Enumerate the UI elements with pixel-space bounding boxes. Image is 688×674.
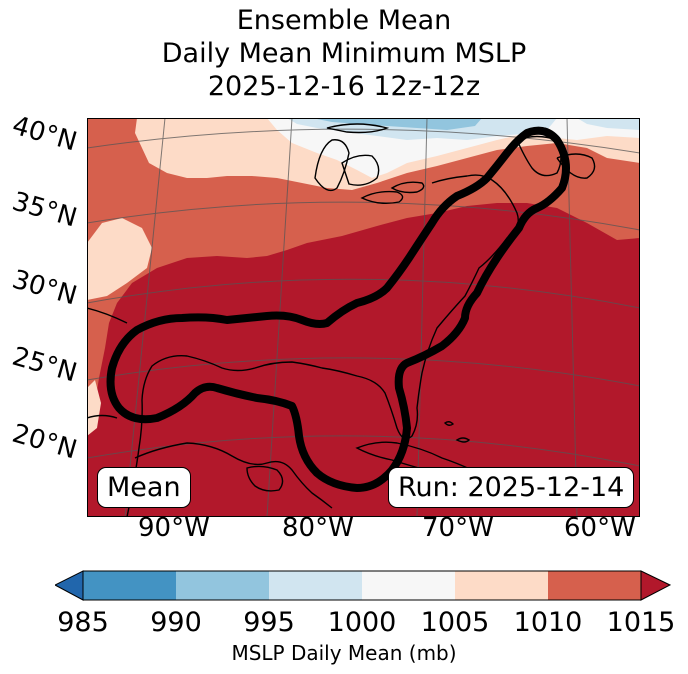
- lon-label-80w: 80°W: [282, 513, 354, 543]
- graticule: [87, 118, 640, 517]
- colorbar-tick-1000: 1000: [327, 607, 397, 638]
- field-1010-1015: [87, 118, 640, 423]
- field-995-1000-east: [577, 118, 640, 130]
- colorbar-tick-1010: 1010: [513, 607, 583, 638]
- title-line-1: Ensemble Mean: [236, 5, 452, 36]
- colorbar-tick-995: 995: [243, 607, 295, 638]
- colorbar-bin-990-995: [176, 571, 269, 600]
- run-label: Run: 2025-12-14: [388, 467, 635, 508]
- lat-label-20n: 20°N: [8, 418, 81, 466]
- colorbar-bin-985-990: [83, 571, 176, 600]
- lon-label-60w: 60°W: [564, 513, 636, 543]
- field-1005-1010-west: [87, 218, 152, 300]
- lon-label-90w: 90°W: [138, 513, 210, 543]
- colorbar-tick-990: 990: [150, 607, 202, 638]
- lat-label-40n: 40°N: [8, 110, 81, 158]
- lat-label-35n: 35°N: [8, 186, 81, 234]
- colorbar-bin-1000-1005: [362, 571, 455, 600]
- colorbar-extend-high: [640, 570, 671, 601]
- colorbar-title: MSLP Daily Mean (mb): [231, 641, 457, 665]
- field-1005-1010-southwest: [87, 380, 101, 436]
- lat-label-30n: 30°N: [8, 264, 81, 312]
- colorbar-bin-1005-1010: [455, 571, 548, 600]
- colorbar-tick-1005: 1005: [420, 607, 490, 638]
- title-line-2: Daily Mean Minimum MSLP: [161, 38, 527, 69]
- colorbar-bin-1010-1015: [548, 571, 641, 600]
- mslp-contour-outline: [106, 126, 570, 492]
- mslp-map: [87, 118, 640, 517]
- colorbar-tick-985: 985: [57, 607, 109, 638]
- colorbar: [55, 570, 671, 601]
- title-line-3: 2025-12-16 12z-12z: [207, 71, 481, 102]
- colorbar-tick-1015: 1015: [606, 607, 676, 638]
- colorbar-extend-low: [55, 570, 84, 601]
- lat-label-25n: 25°N: [8, 341, 81, 389]
- field-990-995: [312, 118, 482, 130]
- mean-label: Mean: [97, 467, 191, 508]
- colorbar-bin-995-1000: [269, 571, 362, 600]
- lon-label-70w: 70°W: [422, 513, 494, 543]
